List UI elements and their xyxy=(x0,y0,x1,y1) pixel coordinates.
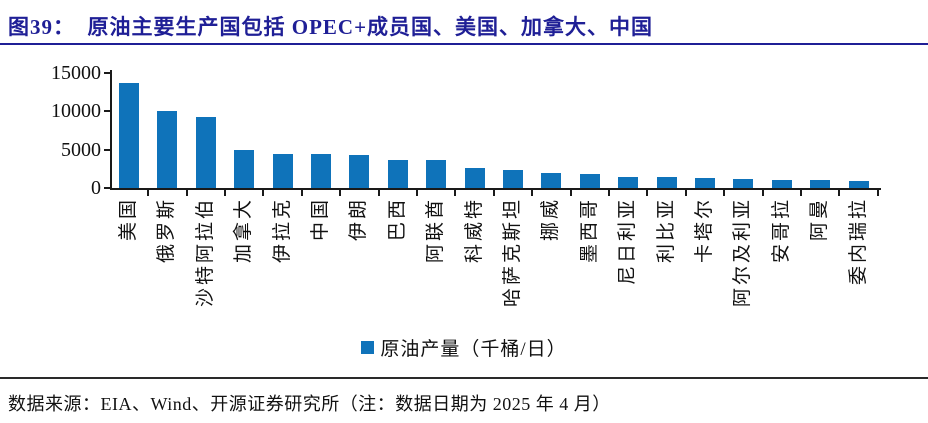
x-axis-tick xyxy=(454,190,457,196)
x-axis-label-text: 委内瑞拉 xyxy=(847,197,869,286)
x-axis-label-text: 卡塔尔 xyxy=(694,197,715,264)
bar xyxy=(695,178,715,188)
x-axis-label-text: 哈萨克斯坦 xyxy=(502,197,523,308)
y-axis-tick-label: 15000 xyxy=(51,62,101,84)
footer-divider xyxy=(0,377,928,379)
y-axis-tick xyxy=(104,72,110,74)
bar xyxy=(771,179,792,188)
bar xyxy=(464,168,485,188)
x-axis-label-text: 尼日利亚 xyxy=(617,197,639,286)
y-axis-tick-label: 5000 xyxy=(61,138,101,161)
y-axis-line xyxy=(110,70,112,190)
x-axis-label-text: 美国 xyxy=(118,197,139,242)
bar xyxy=(848,180,869,188)
x-axis-label-text: 阿曼 xyxy=(809,197,831,242)
y-axis-tick-label: 10000 xyxy=(51,100,101,123)
x-axis-tick xyxy=(531,190,534,196)
bar xyxy=(349,155,370,188)
bar xyxy=(119,82,139,188)
x-axis-label-text: 加拿大 xyxy=(233,197,255,264)
x-axis-label-text: 挪威 xyxy=(540,197,562,242)
x-axis-tick xyxy=(723,190,726,196)
x-axis-tick xyxy=(761,190,764,196)
bar xyxy=(387,159,408,188)
figure-title: 图39： 原油主要生产国包括 OPEC+成员国、美国、加拿大、中国 xyxy=(8,15,654,39)
x-axis-tick xyxy=(147,190,150,196)
x-axis-label-text: 俄罗斯 xyxy=(156,197,178,264)
bar xyxy=(426,160,447,188)
x-axis-label-text: 沙特阿拉伯 xyxy=(194,197,216,308)
x-axis-label-text: 阿尔及利亚 xyxy=(732,197,754,308)
source-note: 数据来源：EIA、Wind、开源证券研究所（注：数据日期为 2025 年 4 月… xyxy=(8,394,611,414)
x-axis-label-text: 利比亚 xyxy=(655,197,677,264)
x-axis-tick xyxy=(339,190,342,196)
x-axis-label-text: 阿联酋 xyxy=(425,197,447,264)
x-axis-label-text: 伊拉克 xyxy=(271,197,293,264)
x-axis-label-text: 中国 xyxy=(310,197,331,242)
legend-marker-square xyxy=(361,341,375,354)
bar xyxy=(541,173,562,188)
x-axis-tick xyxy=(377,190,380,196)
x-axis-tick xyxy=(684,190,687,196)
legend-label: 原油产量（千桶/日） xyxy=(380,339,567,360)
y-axis-tick xyxy=(104,148,110,151)
y-axis-tick xyxy=(104,110,110,113)
x-axis-tick xyxy=(800,190,802,196)
x-axis-line xyxy=(110,188,881,190)
x-axis-tick xyxy=(185,190,188,196)
x-axis-label-text: 巴西 xyxy=(386,197,408,242)
x-axis-tick xyxy=(646,190,649,196)
x-axis-tick xyxy=(262,190,265,196)
x-axis-tick xyxy=(608,190,610,196)
chart-legend: 原油产量（千桶/日） xyxy=(0,334,928,361)
x-axis-label-text: 安哥拉 xyxy=(770,197,792,264)
x-axis-tick xyxy=(876,190,879,196)
x-axis-label-text: 伊朗 xyxy=(348,197,370,242)
x-axis-tick xyxy=(569,190,572,196)
bar xyxy=(618,176,639,188)
bar xyxy=(733,179,754,188)
x-axis-tick xyxy=(838,190,841,196)
bar xyxy=(503,170,523,188)
x-axis-tick xyxy=(224,190,226,196)
x-axis-tick xyxy=(416,190,418,196)
x-axis-label-text: 科威特 xyxy=(463,197,485,264)
bar xyxy=(234,150,255,188)
x-axis-label-text: 墨西哥 xyxy=(578,197,600,264)
title-divider xyxy=(0,43,928,45)
bar xyxy=(579,173,600,188)
bar xyxy=(272,153,293,188)
x-axis-tick xyxy=(300,190,303,196)
bar xyxy=(656,177,677,188)
bar xyxy=(157,111,178,188)
bar xyxy=(311,154,331,188)
bar xyxy=(195,116,216,188)
x-axis-tick xyxy=(492,190,495,196)
bar xyxy=(810,180,831,188)
y-axis-tick-label: 0 xyxy=(91,177,101,199)
y-axis-tick xyxy=(104,187,110,189)
